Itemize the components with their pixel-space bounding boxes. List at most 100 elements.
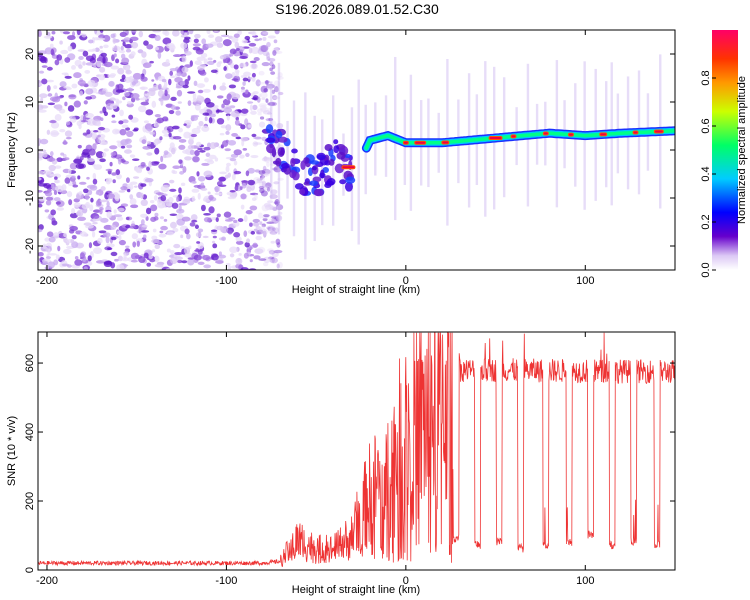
heatmap-noise-cell [132, 176, 140, 179]
heatmap-noise-cell [207, 191, 211, 195]
heatmap-noise-cell [132, 72, 142, 80]
heatmap-noise-cell [64, 157, 70, 161]
heatmap-noise-cell [255, 235, 262, 241]
heatmap-noise-cell [250, 110, 257, 115]
heatmap-noise-cell [187, 258, 195, 266]
heatmap-noise-cell [162, 30, 168, 35]
heatmap-noise-cell [122, 30, 129, 33]
heatmap-noise-cell [271, 251, 279, 258]
heatmap-noise-cell [60, 152, 65, 156]
heatmap-noise-cell [38, 170, 44, 175]
heatmap-noise-cell [123, 37, 131, 43]
heatmap-noise-cell [71, 83, 78, 89]
heatmap-noise-cell [74, 259, 83, 266]
heatmap-noise-cell [256, 231, 261, 235]
heatmap-noise-cell [234, 119, 240, 126]
heatmap-noise-cell [233, 232, 241, 238]
heatmap-noise-cell [41, 65, 48, 68]
heatmap-noise-cell [44, 209, 50, 213]
heatmap-noise-cell [269, 67, 274, 72]
heatmap-noise-cell [254, 136, 262, 140]
heatmap-noise-cell [127, 87, 133, 93]
heatmap-noise-cell [267, 226, 275, 232]
heatmap-noise-cell [85, 112, 94, 119]
heatmap-noise-cell [241, 108, 249, 114]
heatmap-noise-cell [274, 86, 279, 93]
heatmap-noise-cell [226, 115, 230, 121]
heatmap-noise-cell [183, 123, 187, 126]
heatmap-noise-cell [163, 150, 169, 156]
heatmap-noise-cell [99, 158, 106, 163]
heatmap-noise-cell [223, 211, 232, 218]
heatmap-noise-cell [173, 243, 181, 249]
heatmap-noise-cell [276, 76, 284, 80]
heatmap-noise-cell [76, 30, 81, 36]
heatmap-noise-cell [47, 261, 55, 269]
heatmap-noise-cell [263, 88, 269, 93]
heatmap-noise-cell [131, 81, 136, 86]
heatmap-noise-cell [178, 187, 182, 194]
heatmap-noise-cell [74, 256, 79, 260]
heatmap-noise-cell [144, 177, 154, 183]
heatmap-noise-cell [241, 180, 249, 183]
heatmap-noise-cell [92, 143, 97, 151]
heatmap-noise-cell [102, 232, 111, 238]
heatmap-noise-cell [40, 97, 44, 103]
heatmap-noise-cell [207, 57, 213, 61]
heatmap-noise-cell [46, 85, 51, 92]
heatmap-noise-cell [160, 98, 164, 106]
heatmap-noise-cell [273, 39, 278, 44]
heatmap-noise-cell [125, 48, 132, 53]
heatmap-noise-cell [259, 175, 264, 181]
heatmap-noise-cell [273, 166, 282, 173]
heatmap-noise-cell [99, 66, 106, 73]
heatmap-noise-cell [206, 30, 211, 35]
heatmap-noise-cell [239, 47, 245, 50]
heatmap-noise-cell [240, 74, 248, 79]
heatmap-noise-cell [235, 240, 244, 245]
heatmap-signal-blob [299, 188, 306, 195]
heatmap-noise-cell [278, 91, 284, 96]
heatmap-noise-cell [155, 192, 164, 195]
heatmap-noise-cell [258, 103, 267, 108]
heatmap-noise-cell [160, 195, 167, 202]
heatmap-noise-cell [128, 75, 134, 83]
heatmap-noise-cell [56, 207, 65, 211]
heatmap-noise-cell [143, 234, 147, 239]
heatmap-noise-cell [166, 42, 175, 49]
heatmap-noise-cell [190, 133, 197, 138]
heatmap-noise-cell [263, 230, 267, 238]
heatmap-noise-cell [252, 91, 259, 95]
heatmap-noise-cell [170, 105, 177, 111]
heatmap-noise-cell [227, 230, 233, 235]
heatmap-noise-cell [63, 232, 68, 238]
heatmap-noise-cell [130, 30, 137, 33]
heatmap-noise-cell [250, 46, 260, 55]
heatmap-noise-cell [171, 202, 179, 209]
heatmap-noise-cell [196, 241, 201, 244]
heatmap-noise-cell [92, 221, 98, 225]
heatmap-noise-cell [38, 177, 42, 181]
heatmap-signal-blob [324, 143, 333, 152]
heatmap-noise-cell [81, 203, 90, 210]
colorbar-tick-label: 0.6 [700, 118, 712, 133]
heatmap-signal-peak-core [403, 141, 408, 144]
heatmap-noise-cell [256, 180, 264, 184]
heatmap-noise-cell [150, 199, 155, 204]
heatmap-noise-cell [73, 72, 82, 79]
heatmap-noise-cell [85, 88, 94, 95]
heatmap-noise-cell [176, 72, 182, 77]
colorbar-tick-label: 0.0 [700, 262, 712, 277]
heatmap-noise-cell [259, 104, 267, 112]
heatmap-noise-cell [239, 62, 247, 68]
heatmap-noise-cell [169, 67, 178, 72]
heatmap-signal-smear [304, 92, 307, 260]
heatmap-noise-cell [114, 258, 119, 262]
heatmap-noise-cell [151, 100, 157, 108]
heatmap-noise-cell [182, 165, 187, 173]
heatmap-noise-cell [270, 71, 276, 75]
heatmap-noise-cell [267, 225, 274, 232]
heatmap-noise-cell [67, 45, 73, 52]
heatmap-noise-cell [117, 67, 125, 75]
